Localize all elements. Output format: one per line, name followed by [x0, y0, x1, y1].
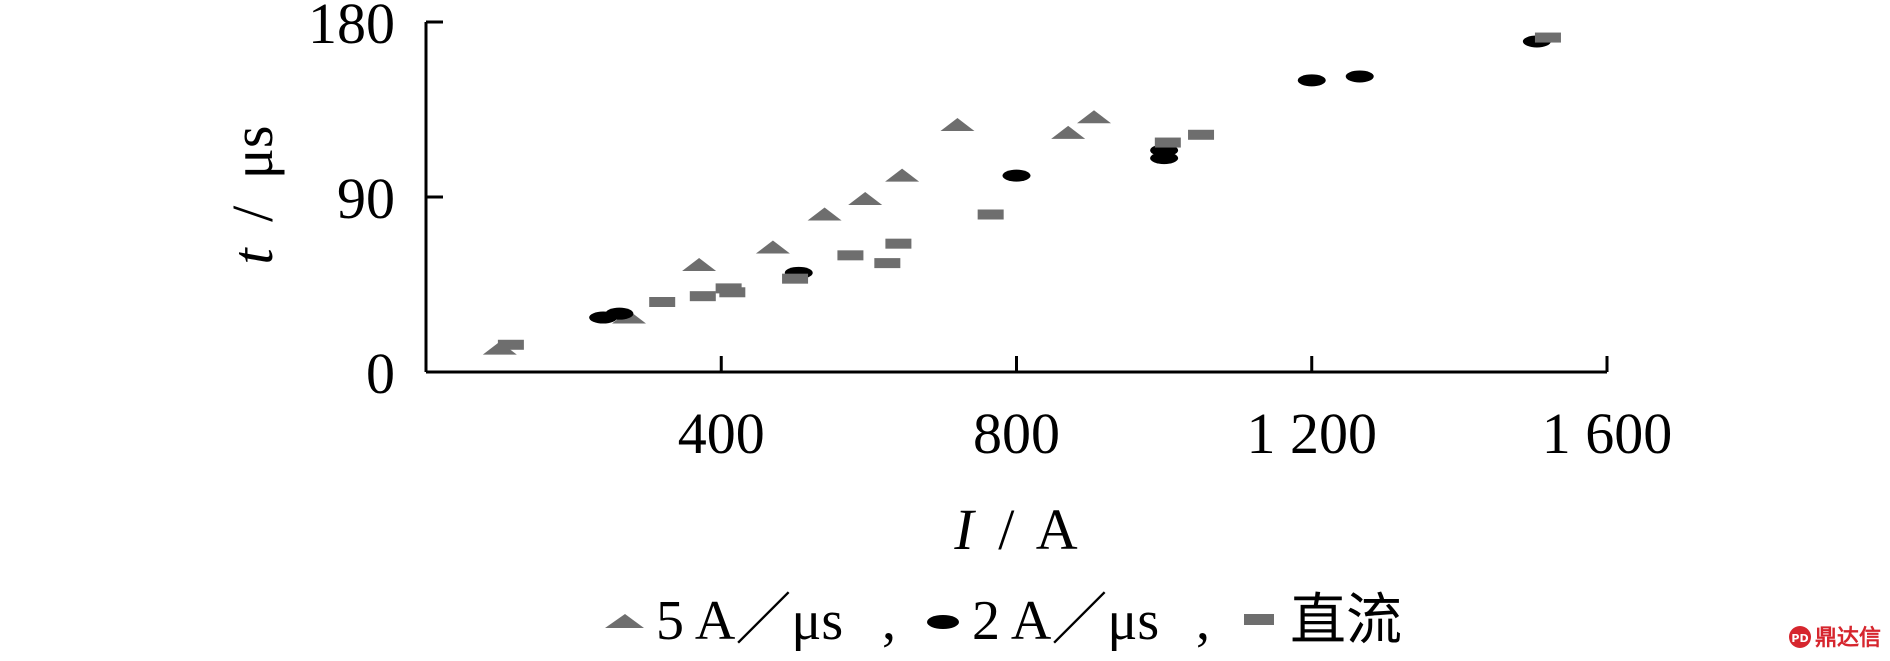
- legend-label-5a: 5 A／μs: [656, 590, 843, 652]
- point-dc: [782, 273, 809, 284]
- tick-marks: [426, 20, 1609, 374]
- point-dc: [719, 287, 746, 298]
- point-5a-per-us: [940, 118, 975, 132]
- point-2a-per-us: [605, 307, 634, 320]
- watermark-text: 鼎达信: [1815, 625, 1881, 651]
- watermark-logo-text: PD: [1791, 632, 1808, 645]
- point-5a-per-us: [682, 258, 717, 272]
- svg-text:I / A: I / A: [953, 497, 1077, 562]
- y-tick-label: 180: [308, 0, 395, 56]
- point-2a-per-us: [1002, 169, 1031, 182]
- legend-label-dc: 直流: [1290, 590, 1402, 652]
- legend: 5 A／μs , 2 A／μs , 直流: [605, 590, 1402, 652]
- point-2a-per-us: [1150, 152, 1179, 165]
- point-5a-per-us: [1077, 110, 1112, 124]
- point-5a-per-us: [807, 207, 842, 221]
- svg-text:t / μs: t / μs: [220, 126, 285, 265]
- x-tick-label: 1 600: [1542, 401, 1673, 466]
- point-dc: [1154, 137, 1181, 148]
- point-5a-per-us: [848, 191, 883, 205]
- point-dc: [1534, 32, 1561, 43]
- x-axis-sep: /: [998, 497, 1015, 562]
- legend-dash-marker: [1244, 614, 1274, 625]
- data-points: [482, 32, 1561, 355]
- y-axis-var: t: [220, 246, 285, 264]
- y-tick-label: 90: [337, 166, 395, 231]
- watermark: PD 鼎达信: [1789, 625, 1881, 651]
- point-dc: [1188, 129, 1215, 140]
- legend-ellipse-marker: [927, 615, 959, 629]
- x-axis-unit: A: [1036, 497, 1078, 562]
- y-axis-sep: /: [220, 205, 285, 222]
- legend-separator: ,: [882, 590, 896, 652]
- legend-separator: ,: [1196, 590, 1210, 652]
- y-tick-label: 0: [366, 341, 395, 406]
- point-2a-per-us: [1345, 70, 1374, 83]
- point-dc: [874, 258, 901, 269]
- legend-label-2a: 2 A／μs: [972, 590, 1159, 652]
- point-dc: [497, 339, 524, 350]
- legend-item-dc: 直流: [1244, 590, 1402, 652]
- x-tick-label: 800: [973, 401, 1060, 466]
- point-5a-per-us: [885, 168, 920, 182]
- y-axis-unit: μs: [220, 126, 285, 180]
- point-dc: [977, 209, 1004, 220]
- point-dc: [649, 297, 676, 307]
- x-tick-label: 400: [678, 401, 765, 466]
- legend-item-5a: 5 A／μs ,: [605, 590, 896, 652]
- x-axis-title: I / A: [953, 497, 1077, 562]
- legend-item-2a: 2 A／μs ,: [927, 590, 1210, 652]
- point-dc: [885, 238, 912, 249]
- tick-labels: 400 800 1 200 1 600 0 90 180: [308, 0, 1672, 466]
- point-5a-per-us: [1051, 125, 1086, 139]
- y-axis-title: t / μs: [220, 126, 285, 265]
- point-5a-per-us: [755, 240, 790, 254]
- x-tick-label: 1 200: [1247, 401, 1378, 466]
- point-dc: [689, 291, 716, 302]
- point-dc: [837, 250, 864, 261]
- point-2a-per-us: [1297, 74, 1326, 87]
- legend-triangle-marker: [605, 614, 644, 628]
- x-axis-var: I: [953, 497, 976, 562]
- watermark-logo-icon: [1789, 626, 1811, 648]
